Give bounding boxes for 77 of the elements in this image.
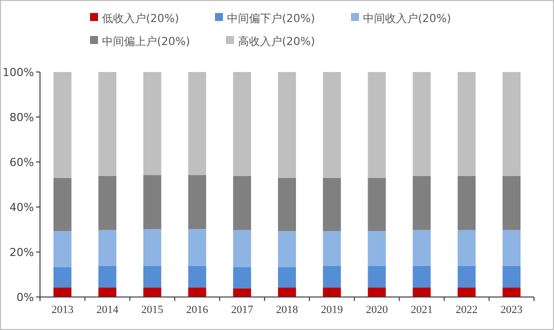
bar — [458, 266, 476, 288]
bar — [188, 229, 206, 266]
legend-label: 中间偏上户(20%) — [102, 34, 190, 48]
bar — [368, 72, 386, 178]
bar — [143, 288, 162, 297]
bar — [502, 176, 521, 230]
bar — [458, 176, 476, 230]
y-tick-label: 20% — [10, 246, 34, 259]
bar — [502, 288, 521, 297]
y-tick-label: 80% — [10, 110, 34, 124]
bar — [53, 178, 72, 232]
bar — [53, 231, 72, 268]
bar — [322, 72, 341, 178]
bar — [368, 288, 386, 297]
bar — [322, 231, 341, 266]
bar — [188, 288, 206, 297]
bar — [412, 266, 431, 288]
bar — [458, 230, 476, 266]
bar — [188, 175, 206, 230]
legend-label: 低收入户(20%) — [102, 12, 180, 25]
x-tick-label: 2015 — [141, 304, 164, 316]
bar — [143, 175, 162, 230]
y-tick-label: 40% — [10, 200, 34, 214]
x-tick-label: 2013 — [51, 304, 74, 316]
bar — [458, 288, 476, 297]
bar — [233, 267, 252, 288]
bar — [233, 230, 252, 268]
bar — [278, 178, 296, 232]
bar — [502, 72, 521, 176]
bar — [188, 72, 206, 176]
bar — [502, 230, 521, 266]
bar — [322, 288, 341, 297]
bar — [278, 267, 296, 288]
bar — [233, 176, 252, 230]
bar — [502, 266, 521, 288]
bar — [98, 288, 116, 297]
bar — [368, 231, 386, 266]
bar — [53, 288, 72, 297]
bar — [458, 72, 476, 176]
legend-label: 中间收入户(20%) — [363, 12, 452, 25]
bar — [143, 266, 162, 288]
bar — [98, 176, 116, 230]
x-tick-label: 2019 — [320, 304, 344, 316]
bar — [278, 231, 296, 268]
bar — [143, 229, 162, 266]
bar — [233, 72, 252, 176]
bar — [188, 266, 206, 288]
bar — [53, 267, 72, 288]
bar — [98, 230, 116, 266]
bar — [368, 178, 386, 232]
bar — [412, 230, 431, 266]
legend-label: 高收入户(20%) — [238, 34, 316, 48]
x-tick-label: 2018 — [276, 304, 298, 316]
y-tick-label: 0% — [16, 290, 34, 304]
x-tick-label: 2022 — [456, 304, 478, 316]
bar — [322, 178, 341, 232]
bar — [278, 72, 296, 178]
bar — [98, 72, 116, 176]
bar — [53, 72, 72, 178]
bar — [368, 266, 386, 288]
x-tick-label: 2017 — [231, 304, 254, 316]
x-tick-label: 2020 — [366, 304, 388, 316]
bar — [322, 266, 341, 288]
bar — [412, 72, 431, 176]
bar — [278, 288, 296, 297]
bar — [233, 288, 252, 297]
x-tick-label: 2014 — [96, 304, 119, 316]
x-tick-label: 2023 — [500, 304, 524, 316]
bar — [98, 266, 116, 288]
bar — [412, 288, 431, 297]
legend-label: 中间偏下户(20%) — [227, 12, 316, 25]
x-tick-label: 2021 — [410, 304, 433, 316]
bar — [412, 176, 431, 230]
y-tick-label: 100% — [2, 66, 34, 79]
x-tick-label: 2016 — [186, 304, 209, 316]
bar — [143, 72, 162, 176]
y-tick-label: 60% — [10, 156, 34, 169]
